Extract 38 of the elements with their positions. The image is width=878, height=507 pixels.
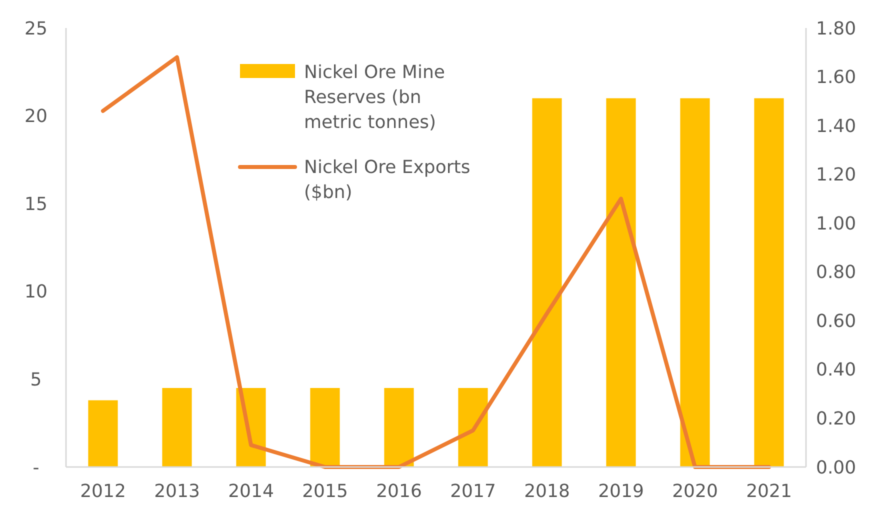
y-tick-label: 5 [30,370,42,390]
y2-tick-label: 1.20 [816,164,856,186]
bar [532,98,562,467]
y2-tick-label: 1.00 [816,213,856,234]
y2-tick-label: 1.60 [816,67,856,88]
bar [88,400,118,467]
bar [384,388,414,467]
y2-tick-label: 0.20 [816,408,856,430]
x-tick-label: 2018 [524,481,570,502]
legend-label: Nickel Ore Mine Reserves (bn metric tonnes) [304,62,445,133]
y-tick-label: - [32,457,40,478]
x-tick-label: 2015 [302,481,348,502]
y-tick-label: 10 [24,282,48,303]
y2-tick-label: 1.80 [816,18,856,40]
bar [680,98,710,467]
bar [310,388,340,467]
y2-tick-label: 0.60 [816,310,856,332]
y-tick-label: 25 [24,18,48,40]
bar [754,98,784,467]
bar [458,388,488,467]
line-series [101,55,771,469]
x-tick-label: 2013 [154,481,200,502]
x-tick-label: 2021 [746,481,792,502]
y2-tick-label: 0.40 [816,360,856,381]
y-tick-label: 20 [24,106,48,128]
x-tick-label: 2019 [598,481,644,502]
bar [606,98,636,467]
x-tick-label: 2012 [80,481,126,502]
x-tick-label: 2020 [672,481,718,502]
y2-tick-label: 0.80 [816,262,856,284]
bar [162,388,192,467]
y-tick-label: 15 [24,194,48,215]
x-tick-label: 2016 [376,481,422,502]
y2-tick-label: 1.40 [816,116,856,137]
legend-label: Nickel Ore Exports ($bn) [304,157,470,203]
x-tick-label: 2017 [450,481,496,502]
y2-tick-label: 0.00 [816,457,856,478]
x-tick-label: 2014 [228,481,274,502]
